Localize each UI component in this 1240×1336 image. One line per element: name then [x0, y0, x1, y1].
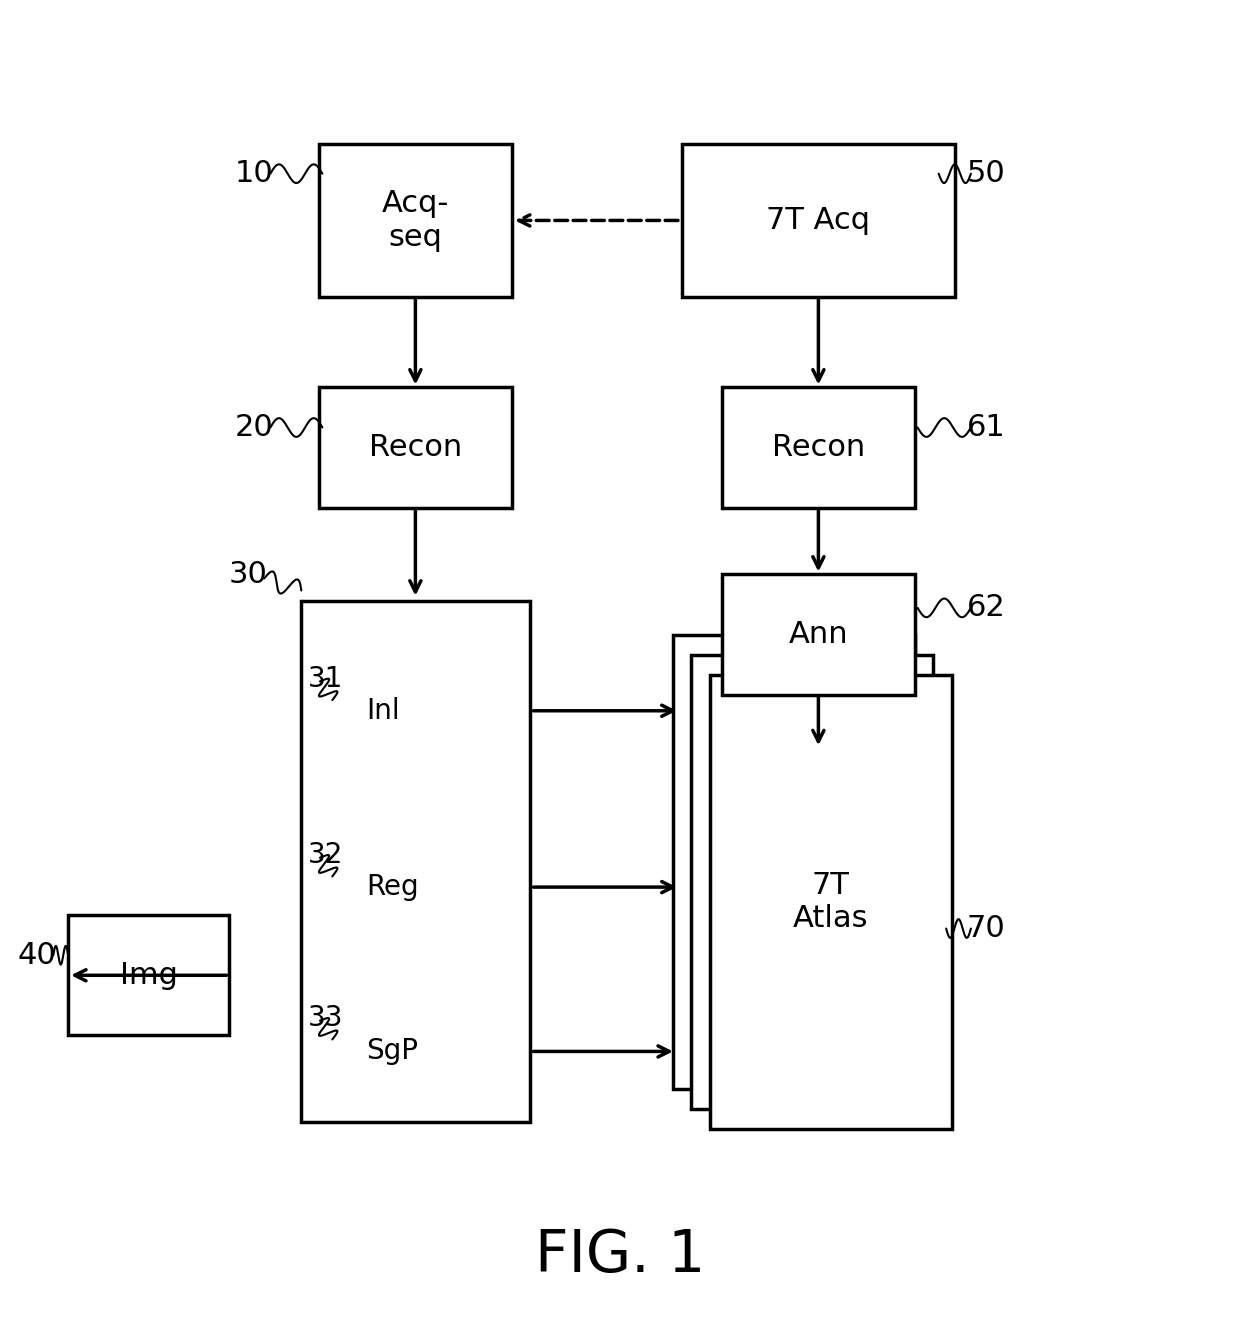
Bar: [722, 387, 915, 508]
Text: Recon: Recon: [771, 433, 866, 462]
Bar: [68, 915, 229, 1035]
Bar: [682, 143, 955, 297]
Text: 31: 31: [308, 665, 343, 692]
Text: 10: 10: [234, 159, 274, 188]
Text: Acq-
seq: Acq- seq: [382, 190, 449, 251]
Text: 40: 40: [17, 941, 57, 970]
Bar: [301, 601, 531, 1122]
Text: 32: 32: [308, 842, 343, 868]
Text: SgP: SgP: [366, 1038, 418, 1065]
Text: 33: 33: [308, 1005, 343, 1031]
Text: 70: 70: [966, 914, 1006, 943]
Text: 20: 20: [234, 413, 274, 442]
Text: Reg: Reg: [366, 874, 418, 900]
Text: 7T
Atlas: 7T Atlas: [794, 871, 868, 933]
Bar: [709, 675, 952, 1129]
Text: 30: 30: [228, 560, 268, 589]
Text: Inl: Inl: [366, 697, 399, 724]
Text: Img: Img: [120, 961, 177, 990]
Text: 62: 62: [966, 593, 1006, 623]
Text: Ann: Ann: [789, 620, 848, 649]
Text: Recon: Recon: [368, 433, 463, 462]
Bar: [722, 574, 915, 695]
Text: 7T Acq: 7T Acq: [766, 206, 870, 235]
Bar: [672, 635, 915, 1089]
Bar: [692, 655, 932, 1109]
Text: FIG. 1: FIG. 1: [534, 1228, 706, 1284]
Text: 50: 50: [966, 159, 1006, 188]
Text: 61: 61: [966, 413, 1006, 442]
Bar: [320, 143, 511, 297]
Bar: [320, 387, 511, 508]
